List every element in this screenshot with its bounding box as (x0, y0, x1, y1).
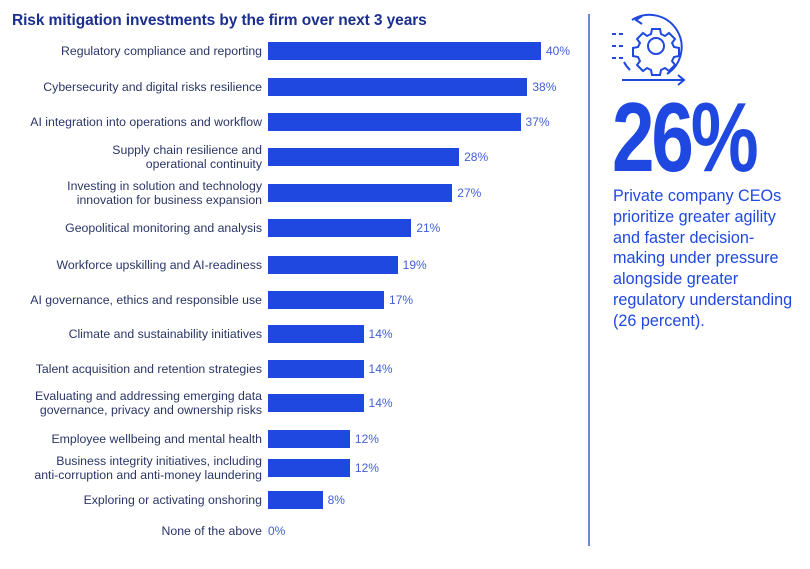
category-label: Employee wellbeing and mental health (51, 432, 262, 446)
category-label: None of the above (161, 524, 262, 538)
value-label: 28% (464, 150, 489, 164)
value-label: 14% (368, 362, 393, 376)
category-label: AI integration into operations and workf… (30, 115, 262, 129)
bar (268, 459, 350, 477)
bar (268, 256, 398, 274)
stat-description: Private company CEOs prioritize greater … (613, 187, 793, 330)
value-label: 12% (354, 461, 379, 475)
bar (268, 219, 412, 237)
divider (588, 14, 590, 546)
bar (268, 113, 521, 131)
category-label: Cybersecurity and digital risks resilien… (43, 80, 262, 94)
category-label: Regulatory compliance and reporting (61, 44, 262, 58)
category-label: Supply chain resilience and operational c… (112, 143, 262, 171)
value-label: 14% (368, 396, 393, 410)
value-label: 14% (368, 327, 393, 341)
bar (268, 42, 541, 60)
category-label: AI governance, ethics and responsible us… (30, 293, 262, 307)
value-label: 0% (268, 524, 286, 538)
value-label: 37% (525, 115, 550, 129)
bar (268, 291, 385, 309)
value-label: 38% (532, 80, 557, 94)
category-label: Business integrity initiatives, includin… (34, 454, 262, 482)
value-label: 40% (546, 44, 571, 58)
value-label: 27% (457, 186, 482, 200)
bar (268, 148, 460, 166)
chart-title: Risk mitigation investments by the firm … (12, 12, 427, 29)
bar (268, 325, 364, 343)
bar (268, 491, 323, 509)
bar (268, 360, 364, 378)
value-label: 12% (354, 432, 379, 446)
stat-value: 26% (612, 82, 759, 192)
value-label: 21% (416, 221, 441, 235)
category-label: Investing in solution and technology inno… (67, 179, 262, 207)
bar (268, 184, 453, 202)
category-label: Exploring or activating onshoring (83, 493, 262, 507)
gear-cycle-icon (612, 13, 686, 86)
value-label: 19% (402, 258, 427, 272)
bar (268, 78, 528, 96)
category-label: Workforce upskilling and AI-readiness (56, 258, 262, 272)
value-label: 17% (389, 293, 414, 307)
category-label: Evaluating and addressing emerging data g… (35, 389, 262, 417)
bar (268, 394, 364, 412)
bar (268, 430, 350, 448)
category-label: Talent acquisition and retention strateg… (35, 362, 262, 376)
category-label: Climate and sustainability initiatives (68, 327, 262, 341)
value-label: 8% (327, 493, 345, 507)
category-label: Geopolitical monitoring and analysis (65, 221, 262, 235)
